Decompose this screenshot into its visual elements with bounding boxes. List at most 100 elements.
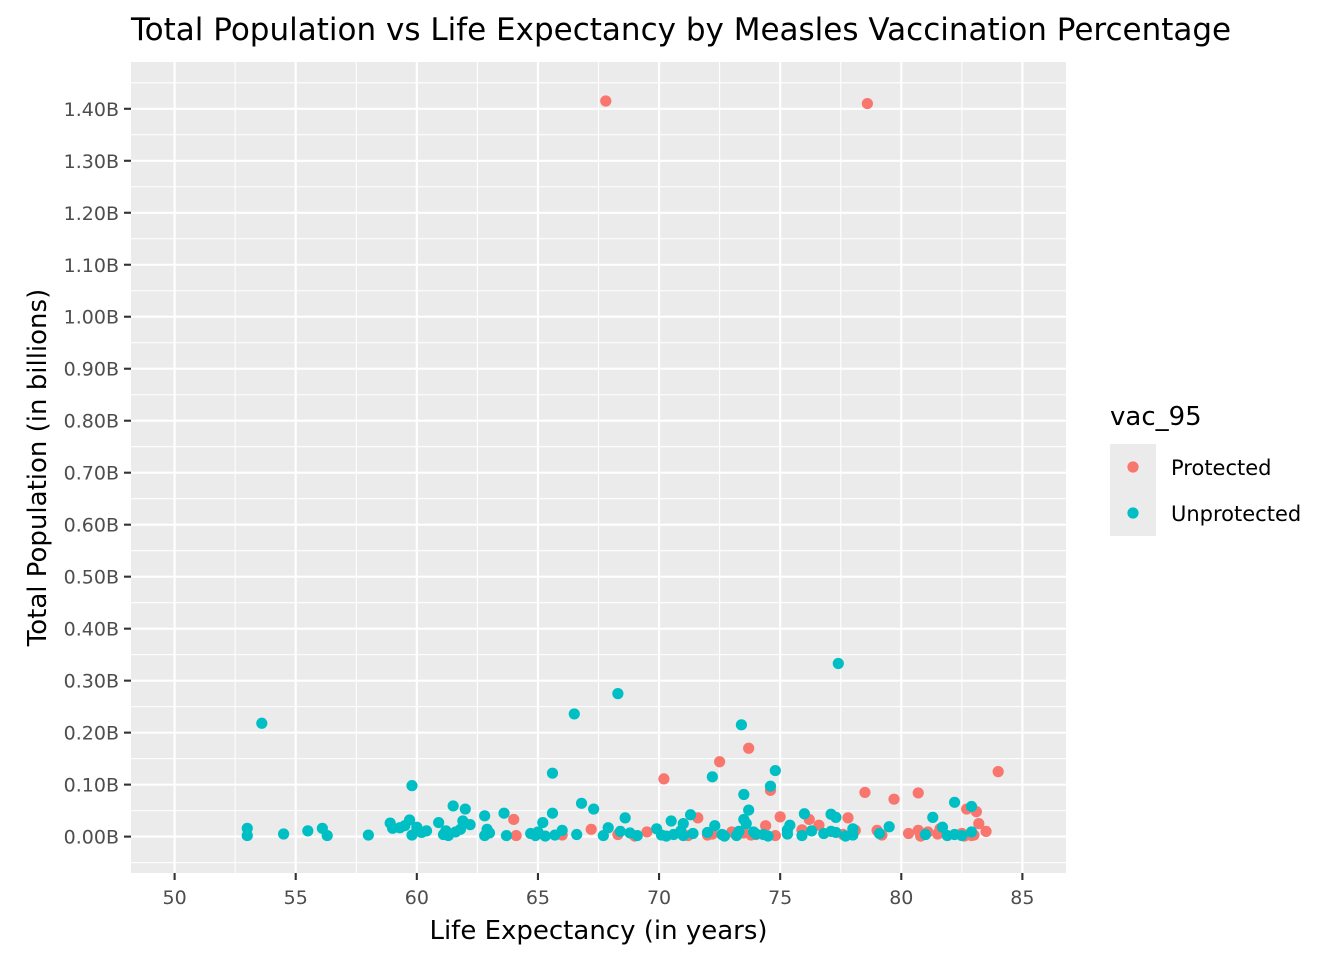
point-unprotected <box>948 796 961 808</box>
point-unprotected <box>873 827 886 840</box>
y-tick-label: 0.10B <box>64 775 119 797</box>
point-protected <box>714 756 726 768</box>
point-unprotected <box>709 820 721 832</box>
point-unprotected <box>532 826 544 838</box>
point-protected <box>861 97 873 110</box>
y-tick-label: 1.10B <box>64 255 119 277</box>
point-unprotected <box>588 803 600 815</box>
point-protected <box>658 773 670 785</box>
legend-label-protected: Protected <box>1171 456 1272 480</box>
point-unprotected <box>256 717 268 729</box>
point-unprotected <box>278 828 290 840</box>
point-unprotected <box>847 829 859 841</box>
x-tick-label: 85 <box>1010 887 1034 909</box>
point-unprotected <box>927 811 939 823</box>
point-unprotected <box>677 829 689 842</box>
point-protected <box>912 787 924 799</box>
point-unprotected <box>362 829 374 841</box>
x-tick-label: 50 <box>163 887 187 909</box>
point-protected <box>600 95 612 107</box>
point-unprotected <box>612 688 624 700</box>
point-unprotected <box>743 804 755 816</box>
point-unprotected <box>433 816 445 829</box>
point-protected <box>902 827 915 840</box>
point-protected <box>510 829 522 842</box>
legend-marker-unprotected <box>1127 507 1139 519</box>
point-unprotected <box>459 803 471 815</box>
y-tick-label: 0.60B <box>64 515 119 537</box>
point-unprotected <box>956 829 968 842</box>
point-unprotected <box>764 780 777 792</box>
point-unprotected <box>631 829 643 842</box>
point-unprotected <box>464 819 476 831</box>
point-protected <box>980 825 992 838</box>
point-protected <box>641 826 653 838</box>
point-unprotected <box>832 657 844 670</box>
point-unprotected <box>655 829 668 841</box>
minor-gridlines <box>113 62 1084 873</box>
point-unprotected <box>965 826 978 838</box>
major-gridlines <box>131 62 1066 873</box>
point-unprotected <box>302 825 314 837</box>
legend-marker-protected <box>1127 461 1139 473</box>
point-unprotected <box>447 800 459 812</box>
point-unprotected <box>575 797 588 809</box>
point-unprotected <box>781 828 794 840</box>
point-unprotected <box>936 821 949 833</box>
point-unprotected <box>546 767 559 779</box>
legend-items: Protected Unprotected <box>1110 444 1301 536</box>
y-tick-label: 0.80B <box>64 411 119 433</box>
data-points <box>241 95 1004 842</box>
point-unprotected <box>549 829 561 841</box>
point-protected <box>743 742 755 754</box>
point-protected <box>508 813 520 826</box>
x-tick-label: 65 <box>526 887 550 909</box>
point-unprotected <box>321 829 333 842</box>
point-protected <box>585 823 597 835</box>
point-unprotected <box>568 708 580 720</box>
y-tick-label: 1.30B <box>64 151 119 173</box>
point-unprotected <box>919 828 932 841</box>
point-unprotected <box>830 811 842 823</box>
point-protected <box>842 812 854 824</box>
point-unprotected <box>479 810 491 822</box>
legend: vac_95 Protected Unprotected <box>1110 402 1301 536</box>
point-unprotected <box>965 800 978 813</box>
point-unprotected <box>750 828 762 840</box>
chart-title: Total Population vs Life Expectancy by M… <box>130 12 1231 48</box>
y-tick-label: 1.00B <box>64 307 119 329</box>
x-tick-label: 75 <box>768 887 792 909</box>
y-tick-label: 0.30B <box>64 671 119 693</box>
point-unprotected <box>406 780 418 792</box>
point-unprotected <box>483 827 496 839</box>
point-unprotected <box>449 826 462 838</box>
point-unprotected <box>883 821 895 833</box>
point-unprotected <box>498 807 510 819</box>
point-protected <box>992 766 1004 778</box>
point-unprotected <box>500 829 513 842</box>
y-tick-label: 0.70B <box>64 463 119 485</box>
point-unprotected <box>735 719 748 731</box>
point-protected <box>973 818 985 830</box>
point-unprotected <box>806 825 818 837</box>
point-unprotected <box>769 764 781 777</box>
point-unprotected <box>406 829 418 841</box>
point-unprotected <box>571 828 583 841</box>
y-tick-label: 0.00B <box>64 827 119 849</box>
point-unprotected <box>740 818 752 830</box>
legend-label-unprotected: Unprotected <box>1171 502 1301 526</box>
x-tick-label: 70 <box>647 887 671 909</box>
point-unprotected <box>619 812 631 824</box>
x-tick-label: 80 <box>889 887 913 909</box>
y-tick-label: 0.50B <box>64 567 119 589</box>
point-unprotected <box>687 827 699 840</box>
point-protected <box>760 820 772 832</box>
legend-title: vac_95 <box>1110 402 1202 432</box>
point-unprotected <box>716 828 728 841</box>
y-axis: 0.00B 0.10B 0.20B 0.30B 0.40B 0.50B 0.60B 0.70B… <box>64 99 131 849</box>
point-unprotected <box>416 826 428 839</box>
point-protected <box>774 811 786 823</box>
x-axis: 50 55 60 65 70 75 80 85 <box>163 873 1034 909</box>
point-unprotected <box>701 826 714 839</box>
